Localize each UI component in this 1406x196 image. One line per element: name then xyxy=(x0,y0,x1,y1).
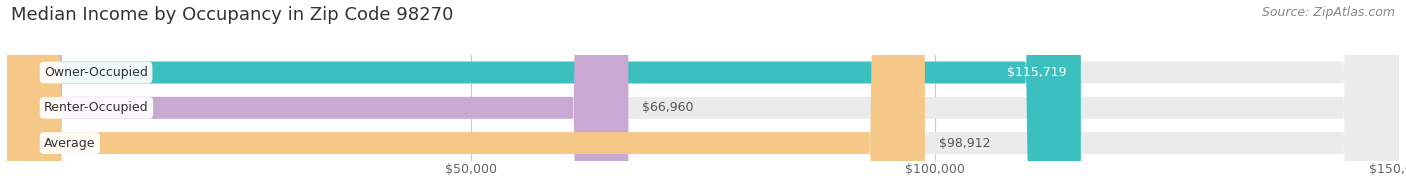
Text: Average: Average xyxy=(44,137,96,150)
Text: Renter-Occupied: Renter-Occupied xyxy=(44,101,149,114)
FancyBboxPatch shape xyxy=(7,0,1399,196)
FancyBboxPatch shape xyxy=(7,0,925,196)
FancyBboxPatch shape xyxy=(7,0,628,196)
Text: Median Income by Occupancy in Zip Code 98270: Median Income by Occupancy in Zip Code 9… xyxy=(11,6,454,24)
Text: $115,719: $115,719 xyxy=(1008,66,1067,79)
Text: Owner-Occupied: Owner-Occupied xyxy=(44,66,148,79)
FancyBboxPatch shape xyxy=(7,0,1081,196)
FancyBboxPatch shape xyxy=(7,0,1399,196)
Text: $98,912: $98,912 xyxy=(939,137,990,150)
FancyBboxPatch shape xyxy=(7,0,1399,196)
Text: Source: ZipAtlas.com: Source: ZipAtlas.com xyxy=(1261,6,1395,19)
Text: $66,960: $66,960 xyxy=(643,101,693,114)
